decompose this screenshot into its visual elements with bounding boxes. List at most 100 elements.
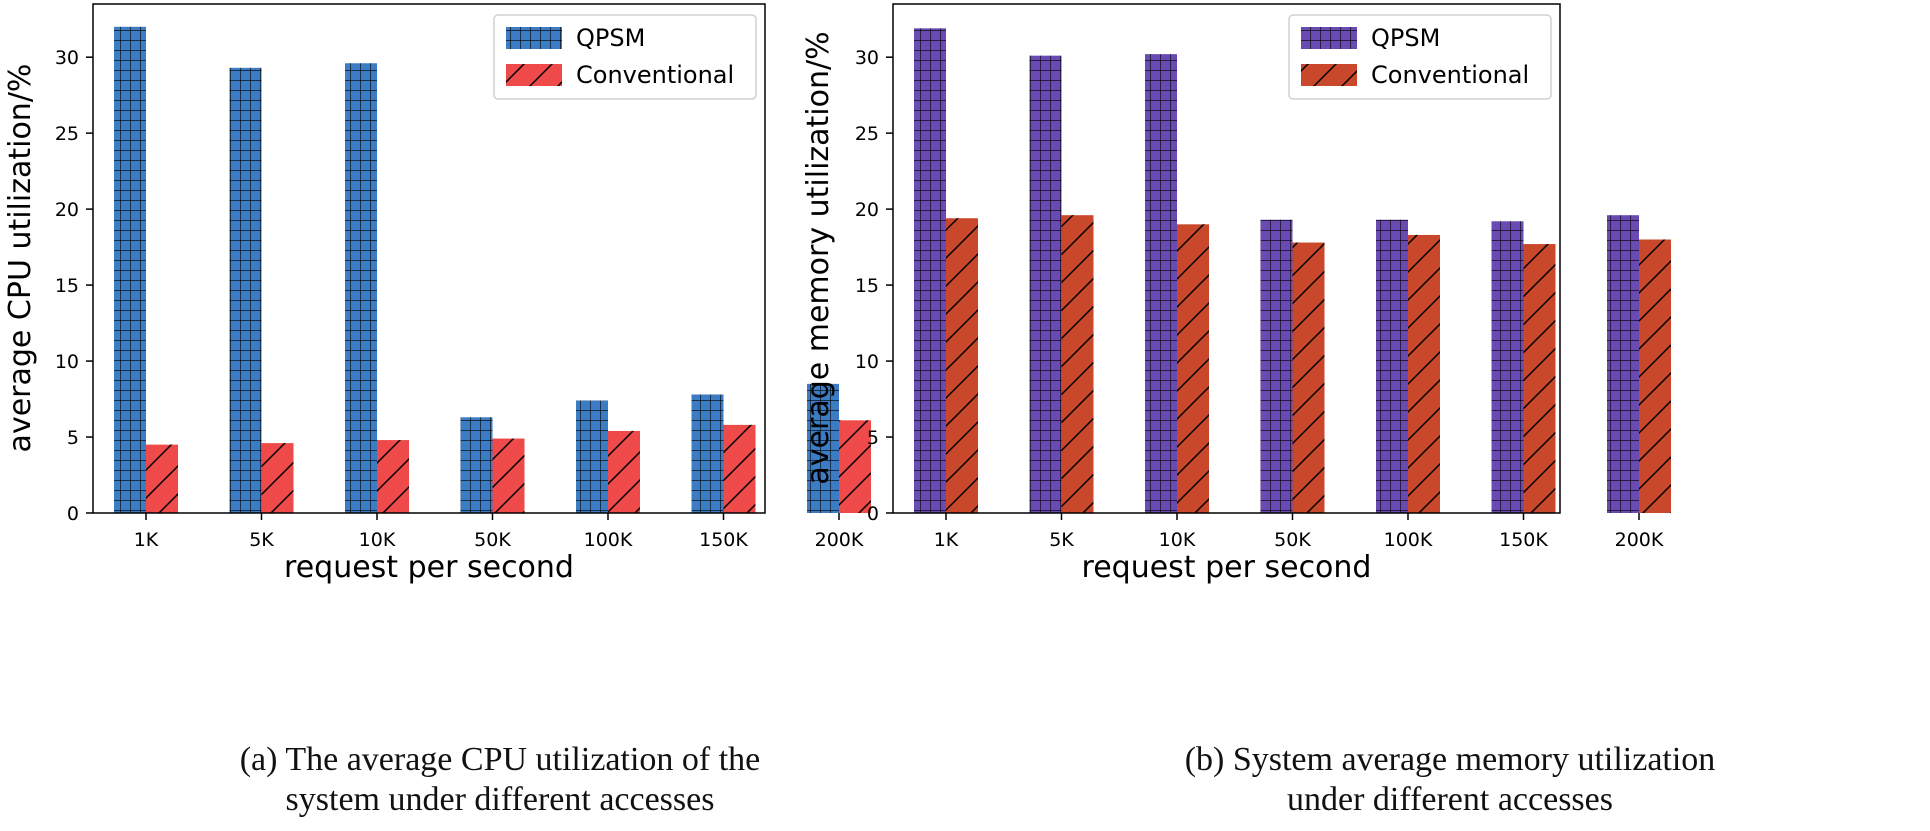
legend: QPSM Conventional: [1288, 14, 1552, 100]
bar-hatch: [1491, 221, 1524, 513]
bar-b-qpsm-150k: [1491, 221, 1524, 513]
bar-hatch: [946, 218, 978, 513]
x-tick-label: 10K: [359, 529, 396, 551]
bar-hatch: [691, 394, 724, 513]
bar-hatch: [608, 430, 640, 513]
bar-hatch: [261, 443, 294, 513]
bar-b-qpsm-50k: [1260, 219, 1293, 513]
bar-b-conventional-100k: [1408, 234, 1440, 513]
x-tick-label: 1K: [134, 529, 159, 551]
bar-hatch: [576, 400, 608, 513]
y-tick-label: 10: [55, 351, 79, 373]
bar-hatch: [1260, 219, 1293, 513]
bar-hatch: [114, 26, 146, 513]
legend-swatch-hatch: [506, 64, 562, 86]
bar-hatch: [914, 28, 946, 513]
bar-hatch: [492, 438, 525, 513]
bar-hatch: [1607, 215, 1639, 513]
bar-b-qpsm-5k: [1029, 55, 1062, 514]
bar-a-qpsm-150k: [691, 394, 724, 513]
bar-a-conventional-10k: [377, 440, 409, 513]
x-tick-label: 200K: [815, 529, 864, 551]
y-tick-label: 10: [855, 351, 879, 373]
x-tick-label: 5K: [249, 529, 274, 551]
plot-frame: [892, 3, 1561, 514]
bar-hatch: [1145, 54, 1177, 514]
x-tick-label: 100K: [584, 529, 633, 551]
y-tick-label: 15: [855, 275, 879, 297]
bar-b-qpsm-100k: [1376, 219, 1408, 513]
memory-utilization-chart: 0 5 10 15 20 25 30 1K 5K 10K 50K 100K 150K 200K reques…: [801, 3, 1671, 585]
caption-a-line2: system under different accesses: [285, 781, 715, 818]
legend: QPSM Conventional: [493, 14, 757, 100]
y-tick-label: 20: [855, 199, 879, 221]
y-axis-label: average memory utilization/%: [801, 31, 836, 484]
bar-hatch: [377, 440, 409, 513]
bar-a-conventional-50k: [492, 438, 525, 513]
caption-a-line1: (a) The average CPU utilization of the: [239, 741, 761, 778]
bar-hatch: [1061, 215, 1094, 513]
bar-a-conventional-200k: [839, 420, 871, 513]
legend-label-qpsm: QPSM: [576, 24, 645, 52]
legend-swatch-hatch: [1301, 27, 1357, 49]
caption-a: (a) The average CPU utilization of the s…: [150, 740, 850, 820]
bar-b-conventional-50k: [1292, 242, 1325, 513]
legend-swatch-hatch: [506, 27, 562, 49]
legend-label-conventional: Conventional: [1371, 61, 1529, 89]
legend-swatch-hatch: [1301, 64, 1357, 86]
y-tick-label: 0: [867, 503, 879, 525]
y-tick-label: 25: [855, 123, 879, 145]
y-tick-label: 0: [67, 503, 79, 525]
bar-a-qpsm-10k: [345, 63, 377, 514]
bar-hatch: [1523, 244, 1556, 513]
bar-a-qpsm-1k: [114, 26, 146, 513]
legend-label-conventional: Conventional: [576, 61, 734, 89]
x-tick-label: 200K: [1615, 529, 1664, 551]
bar-b-conventional-150k: [1523, 244, 1556, 513]
caption-b-line1: (b) System average memory utilization: [1184, 741, 1716, 778]
y-tick-label: 15: [55, 275, 79, 297]
bar-hatch: [1029, 55, 1062, 514]
caption-b-line2: under different accesses: [1287, 781, 1613, 818]
bar-hatch: [839, 420, 871, 513]
bar-hatch: [807, 383, 839, 513]
bar-hatch: [1639, 239, 1671, 514]
bar-b-qpsm-10k: [1145, 54, 1177, 514]
y-axis-label: average CPU utilization/%: [3, 64, 38, 453]
bar-b-conventional-10k: [1177, 224, 1209, 514]
bar-a-qpsm-5k: [229, 67, 262, 513]
bar-hatch: [460, 417, 493, 513]
y-tick-label: 30: [855, 47, 879, 69]
y-tick-label: 25: [55, 123, 79, 145]
bar-hatch: [1177, 224, 1209, 514]
bar-b-conventional-200k: [1639, 239, 1671, 514]
bar-a-conventional-100k: [608, 430, 640, 513]
x-axis-label: request per second: [1082, 550, 1372, 585]
bar-a-conventional-150k: [723, 424, 756, 513]
plot-frame: [92, 3, 766, 514]
x-tick-label: 5K: [1049, 529, 1074, 551]
x-tick-label: 150K: [699, 529, 748, 551]
caption-b: (b) System average memory utilization un…: [1070, 740, 1830, 820]
x-axis-label: request per second: [284, 550, 574, 585]
x-tick-label: 50K: [474, 529, 511, 551]
bar-b-conventional-1k: [946, 218, 978, 513]
bar-a-conventional-5k: [261, 443, 294, 513]
x-tick-label: 1K: [934, 529, 959, 551]
bar-b-qpsm-1k: [914, 28, 946, 513]
y-tick-label: 20: [55, 199, 79, 221]
y-tick-label: 5: [867, 427, 879, 449]
bar-b-conventional-5k: [1061, 215, 1094, 513]
y-tick-label: 5: [67, 427, 79, 449]
bar-hatch: [1292, 242, 1325, 513]
bar-a-qpsm-50k: [460, 417, 493, 513]
x-tick-label: 50K: [1274, 529, 1311, 551]
bar-hatch: [1408, 234, 1440, 513]
x-tick-label: 100K: [1384, 529, 1433, 551]
x-tick-label: 150K: [1499, 529, 1548, 551]
x-tick-label: 10K: [1159, 529, 1196, 551]
bar-a-qpsm-200k: [807, 383, 839, 513]
y-tick-label: 30: [55, 47, 79, 69]
legend-label-qpsm: QPSM: [1371, 24, 1440, 52]
